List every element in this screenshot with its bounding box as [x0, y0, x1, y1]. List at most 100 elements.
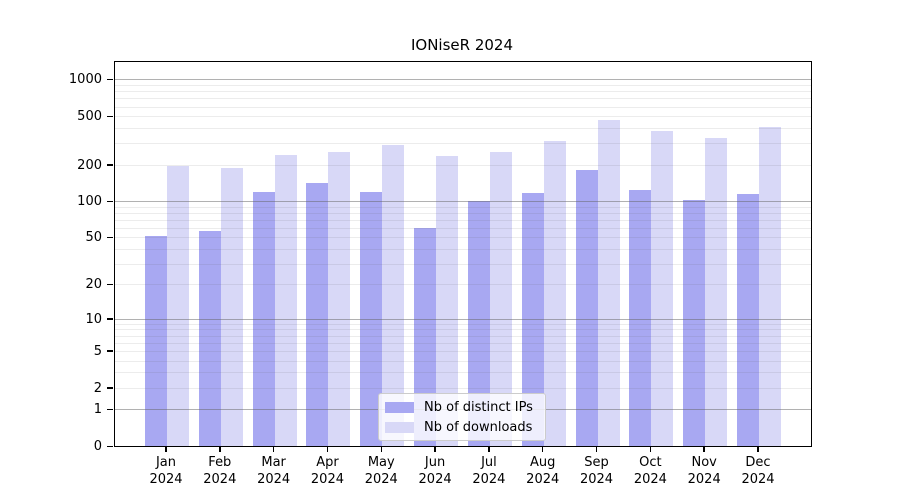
x-tick-label-may: May 2024: [364, 455, 398, 487]
gridline-minor: [115, 360, 811, 362]
y-tick-label-1: 1: [93, 402, 102, 418]
gridline-minor: [115, 143, 811, 145]
bar-nov-distinct-ips: [683, 200, 706, 446]
x-tick-label-dec: Dec 2024: [741, 455, 775, 487]
gridline-minor: [115, 329, 811, 331]
chart-title: IONiseR 2024: [410, 36, 514, 54]
gridline-minor: [115, 335, 811, 337]
x-tick-label-oct: Oct 2024: [633, 455, 667, 487]
bar-apr-distinct-ips: [306, 182, 329, 446]
y-tick-label-200: 200: [77, 157, 102, 173]
y-tick-mark-5: [107, 350, 113, 352]
bar-dec-distinct-ips: [737, 193, 759, 446]
x-tick-mark-jun: [434, 446, 436, 452]
x-tick-mark-feb: [219, 446, 221, 452]
bar-sep-downloads: [597, 120, 620, 446]
gridline-minor: [115, 206, 811, 208]
gridline-minor: [115, 372, 811, 374]
gridline-minor: [115, 127, 811, 129]
y-tick-mark-0: [107, 445, 113, 447]
y-tick-mark-2: [107, 387, 113, 389]
y-tick-mark-20: [107, 283, 113, 286]
gridline-minor: [115, 116, 811, 118]
bar-oct-downloads: [651, 131, 674, 446]
y-tick-label-10: 10: [85, 311, 102, 327]
legend-label-downloads: Nb of downloads: [424, 419, 533, 435]
x-tick-mark-sep: [595, 446, 598, 452]
gridline-minor: [115, 237, 811, 239]
y-tick-label-50: 50: [85, 230, 102, 246]
x-tick-mark-jan: [165, 446, 167, 452]
x-tick-mark-mar: [272, 446, 275, 452]
y-tick-label-100: 100: [77, 194, 102, 210]
legend-row-downloads: Nb of downloads: [385, 419, 533, 435]
y-tick-label-5: 5: [93, 343, 102, 359]
bar-sep-distinct-ips: [575, 170, 598, 446]
bar-apr-downloads: [328, 151, 351, 446]
bar-jan-downloads: [167, 165, 189, 446]
x-tick-mark-dec: [757, 446, 759, 452]
y-tick-mark-1: [107, 408, 113, 411]
gridline-major-10: [115, 318, 811, 320]
y-tick-mark-500: [107, 115, 113, 118]
y-tick-mark-200: [107, 164, 113, 166]
bar-jun-downloads: [436, 155, 459, 446]
x-tick-mark-oct: [649, 446, 652, 452]
gridline-minor: [115, 106, 811, 108]
bar-jul-downloads: [489, 152, 512, 446]
y-tick-mark-50: [107, 236, 113, 239]
y-tick-label-0: 0: [93, 439, 102, 454]
gridline-minor: [115, 350, 811, 352]
legend: Nb of distinct IPs Nb of downloads: [378, 393, 546, 441]
x-tick-mark-jul: [488, 446, 490, 452]
gridline-minor: [115, 212, 811, 214]
bar-feb-distinct-ips: [198, 230, 221, 446]
gridline-major-100: [115, 201, 811, 203]
x-tick-label-feb: Feb 2024: [203, 455, 237, 487]
y-tick-label-20: 20: [85, 277, 102, 293]
bar-feb-downloads: [220, 167, 243, 446]
bar-jan-distinct-ips: [145, 236, 167, 446]
legend-row-distinct-ips: Nb of distinct IPs: [385, 399, 533, 415]
y-tick-mark-1000: [107, 78, 113, 81]
legend-swatch-downloads-icon: [385, 421, 414, 433]
y-tick-label-1000: 1000: [68, 72, 102, 88]
plot-area: Nb of distinct IPs Nb of downloads: [114, 61, 812, 447]
bar-nov-downloads: [705, 137, 728, 446]
bar-aug-downloads: [543, 140, 566, 446]
gridline-minor: [115, 342, 811, 344]
bar-mar-downloads: [274, 155, 297, 446]
bar-jun-distinct-ips: [414, 227, 437, 446]
y-tick-label-2: 2: [93, 380, 102, 396]
gridline-minor: [115, 263, 811, 265]
gridline-minor: [115, 85, 811, 87]
y-tick-label-500: 500: [77, 109, 102, 125]
x-tick-mark-aug: [541, 446, 544, 452]
x-tick-label-nov: Nov 2024: [687, 455, 721, 487]
bar-may-downloads: [382, 145, 405, 446]
x-tick-mark-nov: [703, 446, 705, 452]
x-tick-label-sep: Sep 2024: [579, 455, 614, 487]
gridline-minor: [115, 219, 811, 221]
gridline-minor: [115, 284, 811, 286]
gridline-minor: [115, 98, 811, 100]
gridline-minor: [115, 323, 811, 325]
x-tick-label-apr: Apr 2024: [310, 455, 344, 487]
gridline-major-1000: [115, 79, 811, 81]
x-tick-label-jun: Jun 2024: [418, 455, 452, 487]
y-tick-mark-100: [107, 200, 113, 203]
x-tick-label-jul: Jul 2024: [472, 455, 506, 487]
x-tick-mark-apr: [326, 446, 329, 452]
gridline-minor: [115, 164, 811, 166]
gridline-minor: [115, 91, 811, 93]
gridline-minor: [115, 387, 811, 389]
gridline-minor: [115, 227, 811, 229]
legend-label-distinct-ips: Nb of distinct IPs: [424, 399, 533, 415]
x-tick-label-mar: Mar 2024: [257, 455, 291, 487]
bar-dec-downloads: [759, 126, 781, 446]
x-tick-label-jan: Jan 2024: [149, 455, 183, 487]
gridline-minor: [115, 248, 811, 250]
bar-jul-distinct-ips: [467, 201, 490, 446]
y-tick-mark-10: [107, 318, 113, 320]
